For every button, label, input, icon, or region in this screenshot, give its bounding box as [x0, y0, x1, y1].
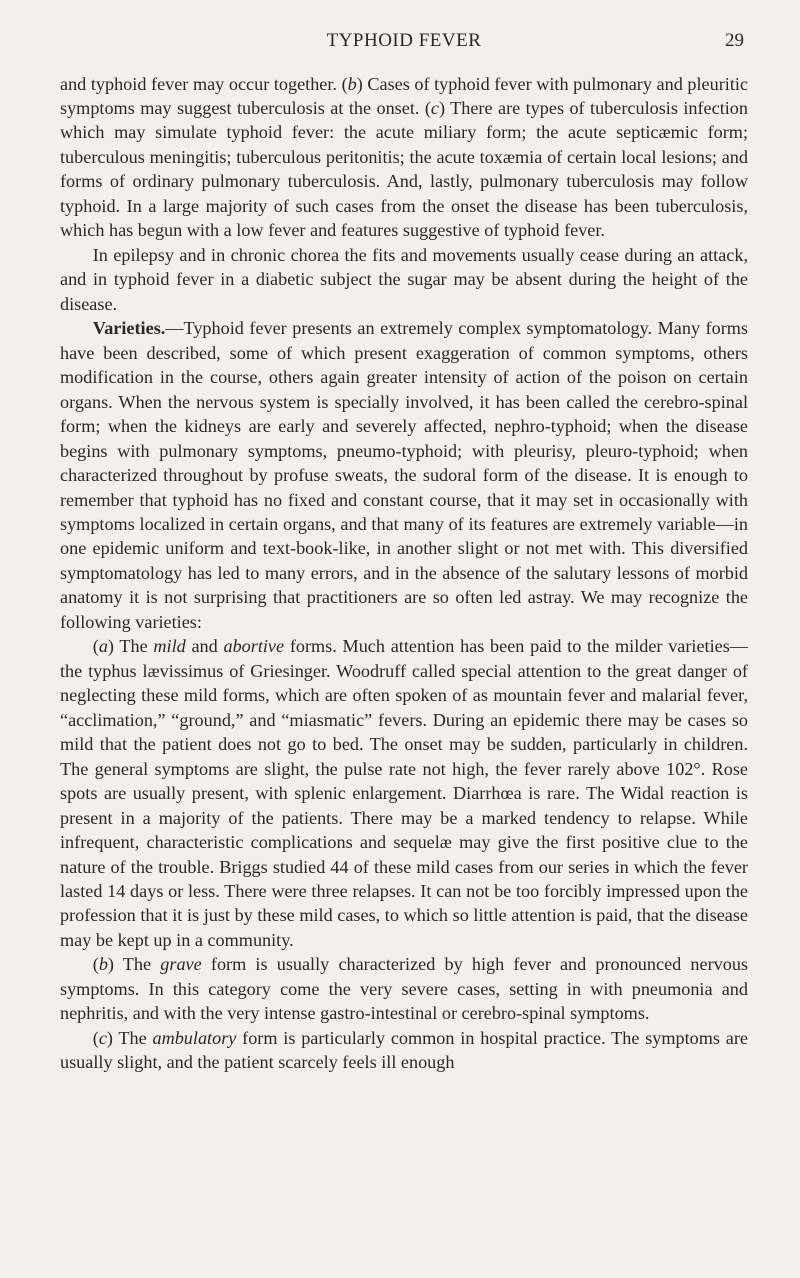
- paragraph: and typhoid fever may occur together. (b…: [60, 72, 748, 243]
- section-lead: Varieties.: [93, 318, 166, 338]
- paragraph: (b) The grave form is usually characteri…: [60, 952, 748, 1025]
- running-title: TYPHOID FEVER: [104, 28, 704, 54]
- paragraph: Varieties.—Typhoid fever presents an ext…: [60, 316, 748, 634]
- paragraph: (a) The mild and abortive forms. Much at…: [60, 634, 748, 952]
- body-text: and typhoid fever may occur together. (b…: [60, 72, 748, 1075]
- page-number: 29: [704, 28, 744, 54]
- paragraph: (c) The ambulatory form is particularly …: [60, 1026, 748, 1075]
- paragraph: In epilepsy and in chronic chorea the fi…: [60, 243, 748, 316]
- page: TYPHOID FEVER 29 and typhoid fever may o…: [0, 0, 800, 1278]
- page-header: TYPHOID FEVER 29: [60, 28, 748, 54]
